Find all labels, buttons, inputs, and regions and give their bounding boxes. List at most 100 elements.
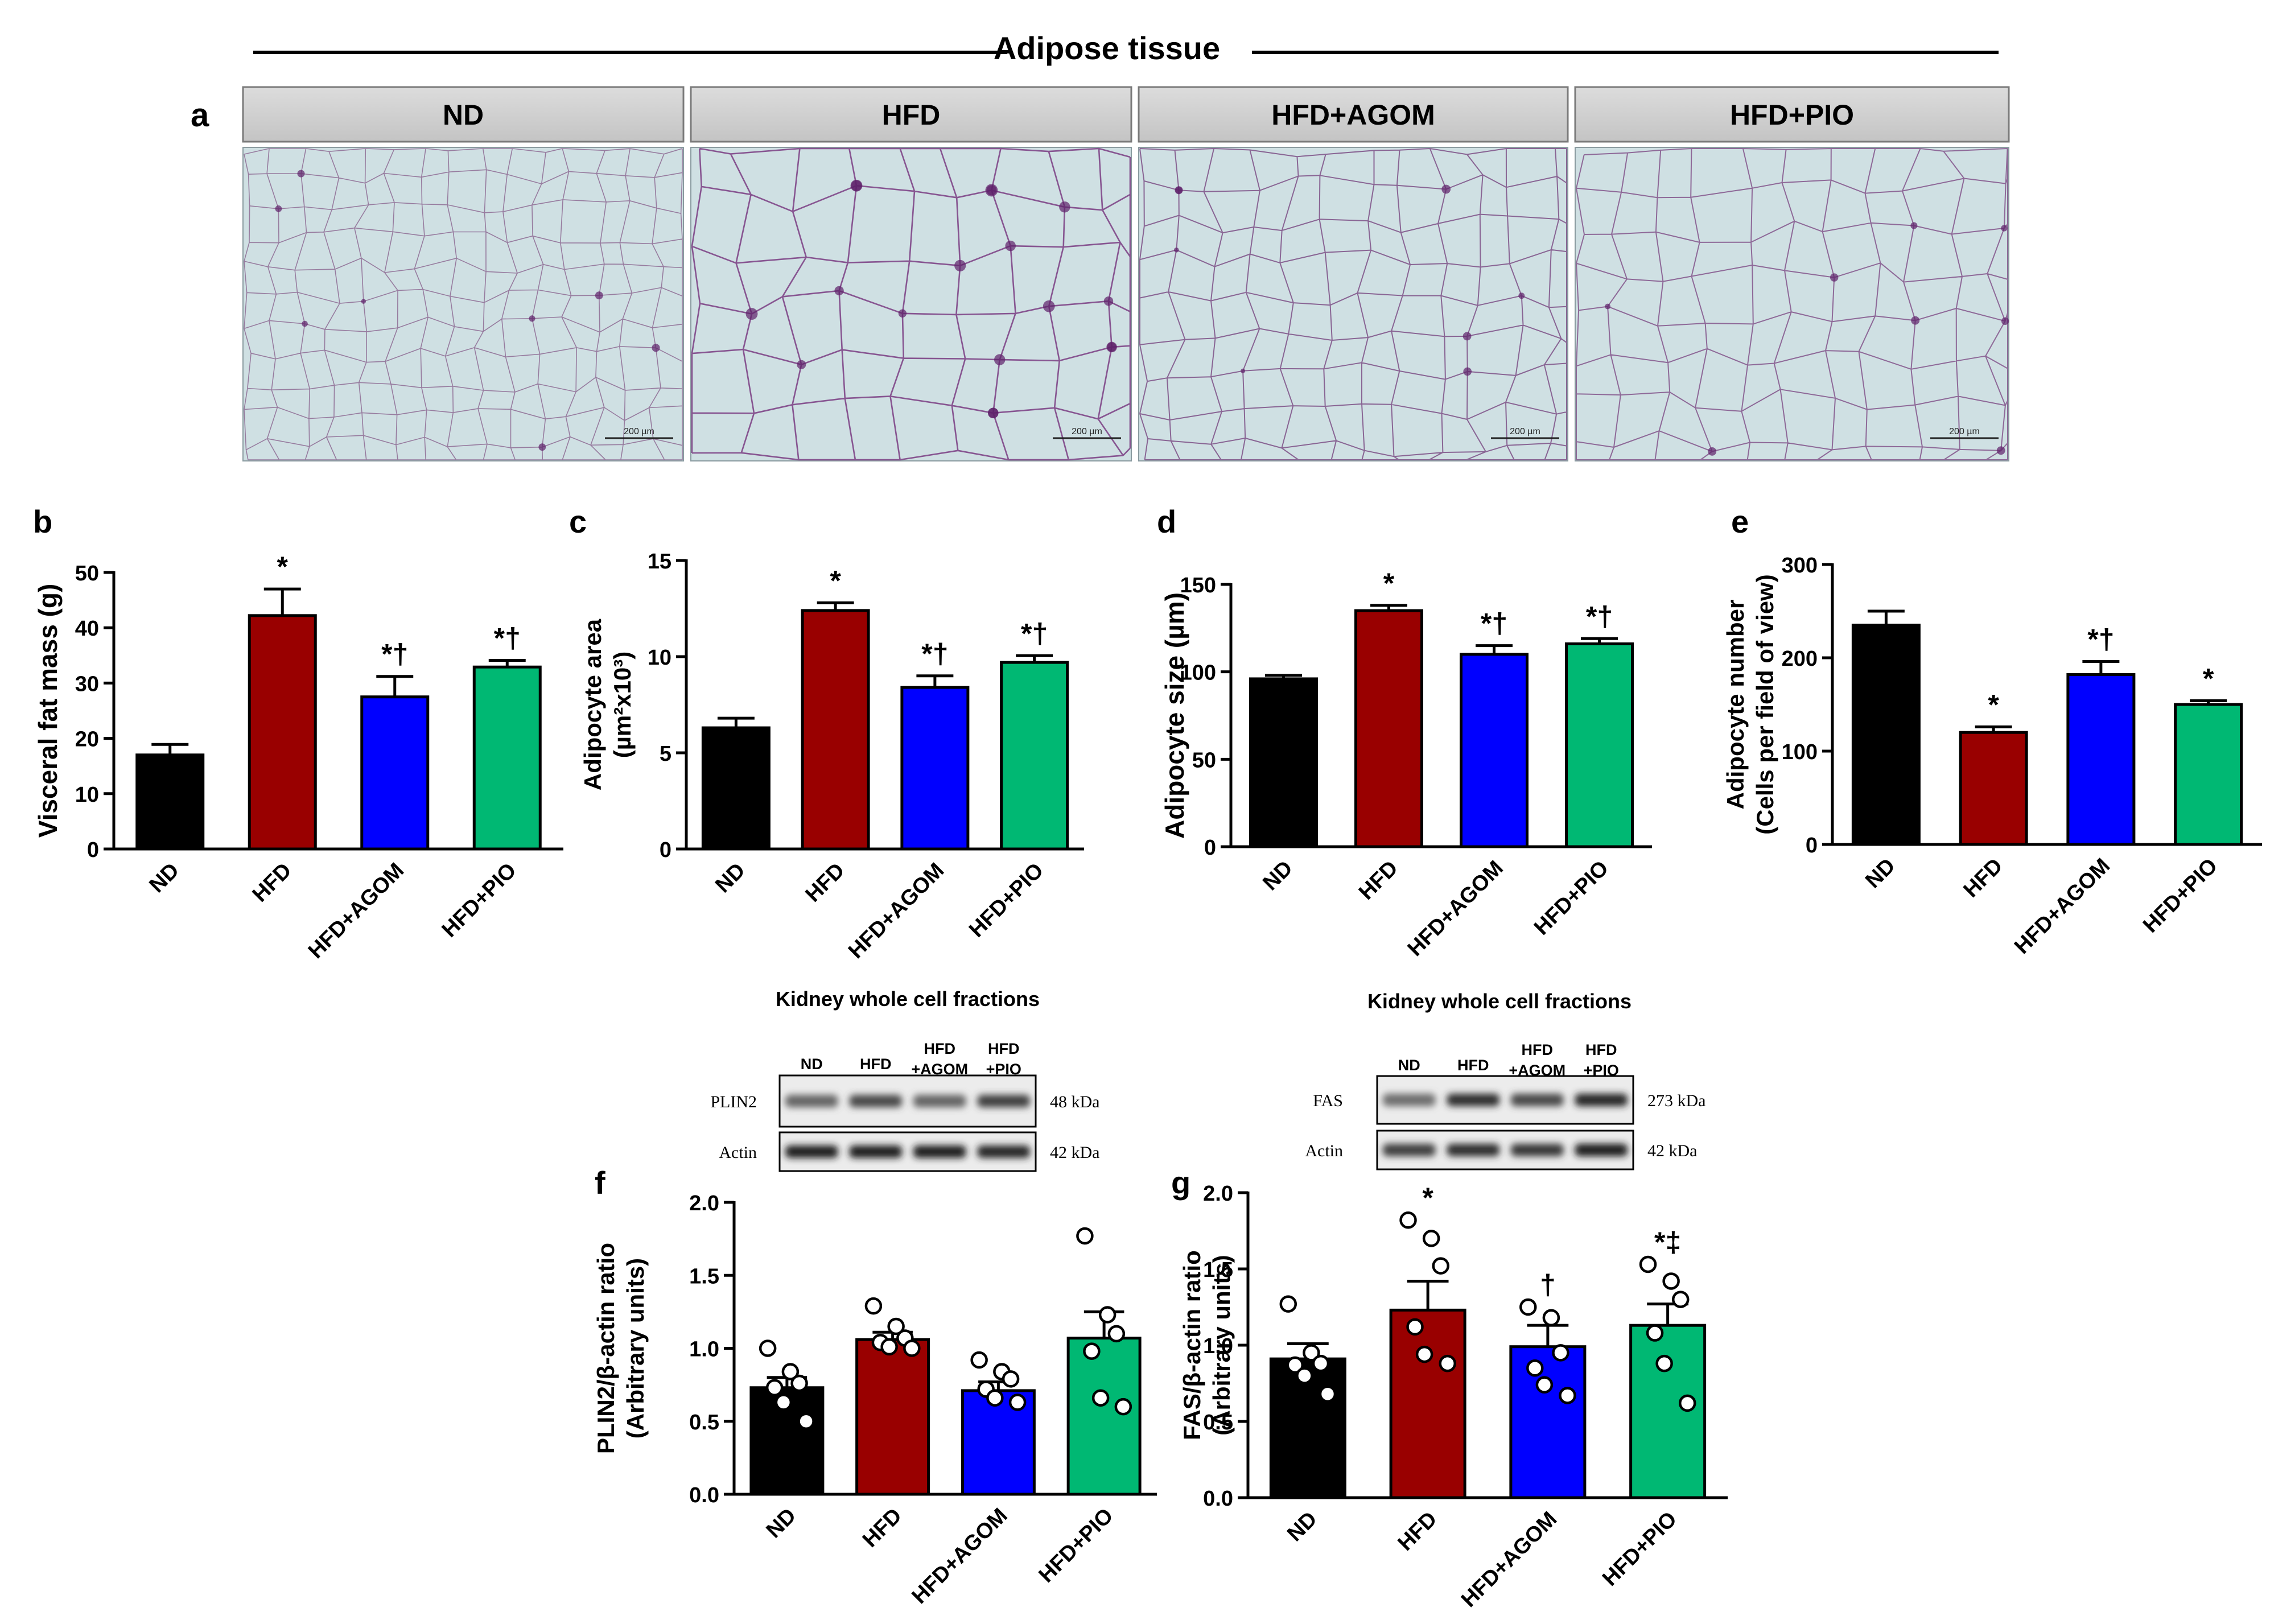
blot-band [1383,1144,1436,1156]
data-point [1279,1295,1297,1313]
y-tick-label: 1.0 [689,1338,719,1362]
data-point [1432,1257,1449,1275]
x-tick-label: HFD+AGOM [304,859,409,963]
bar [1249,677,1318,848]
blot-band [1575,1144,1628,1156]
data-point [765,1379,784,1397]
bar [1851,624,1921,846]
x-tick-label: HFD+PIO [2139,854,2222,938]
y-tick-label: 0.0 [1203,1487,1233,1511]
adipocyte-network [1139,148,1567,460]
scale-bar-label: 200 µm [1072,427,1102,436]
micrograph-nd: ND 200 µm [242,86,685,461]
blot-band [1511,1144,1564,1156]
blot-protein-label: Actin [1305,1141,1343,1160]
blot-lane-label: HFD [1585,1041,1617,1058]
y-axis-label: (µm²x10³) [609,652,636,759]
panel-letter: g [1171,1165,1190,1201]
data-point [1519,1298,1537,1316]
x-tick-label: ND [711,859,750,898]
data-point [781,1363,800,1380]
y-tick-label: 1.5 [1203,1258,1233,1282]
data-point [864,1297,883,1315]
stromal-nucleus [275,205,282,212]
bar [360,695,430,851]
stromal-nucleus [2001,317,2009,325]
stromal-nucleus [1463,367,1472,376]
histology-image-hfd-pio [1575,147,2009,461]
blot-band [1511,1094,1564,1106]
data-point [1542,1309,1560,1327]
x-tick-label: HFD+AGOM [1403,856,1508,961]
bar [1959,731,2028,846]
data-point [1076,1227,1094,1245]
scale-bar-label: 200 µm [1949,427,1980,436]
blot-band [1447,1094,1499,1106]
blot-lane-label: HFD [924,1040,956,1057]
adipocyte-network [1576,148,2009,460]
bar [2174,703,2243,846]
stromal-nucleus [1043,300,1055,312]
y-tick-label: 300 [1782,554,1818,578]
data-point [1083,1342,1101,1360]
y-tick-label: 50 [75,562,99,586]
stromal-nucleus [834,286,844,296]
cell-membranes [1576,148,2008,460]
y-tick-label: 2.0 [689,1192,719,1215]
blot-band [785,1145,838,1158]
data-point [1422,1230,1440,1247]
y-axis-label: Visceral fat mass (g) [33,584,63,838]
y-tick-label: 0.0 [689,1483,719,1507]
blot-lane-label: ND [1398,1057,1420,1074]
stromal-nucleus [1241,368,1246,373]
data-point [1662,1272,1680,1290]
y-axis-label: (Arbitrary units) [622,1258,649,1438]
blot-kda-label: 42 kDa [1647,1141,1697,1160]
stromal-nucleus [529,315,535,322]
panel-letter: e [1731,504,1749,539]
chart-adipocyte-number: e 0 100 200 300 Adipocyte number (Cells per fi… [1722,504,2262,959]
data-point [1098,1306,1117,1324]
stromal-nucleus [985,184,998,197]
data-point [1535,1376,1554,1394]
stromal-nucleus [652,344,660,352]
blot-lane-label: HFD [1457,1057,1489,1074]
bar [801,609,870,851]
significance-marker: *† [381,638,408,670]
x-tick-label: HFD [1354,856,1403,905]
panel-letter: d [1157,504,1176,539]
stromal-nucleus [1059,201,1070,213]
micrograph-header-label: HFD+AGOM [1271,99,1435,131]
blot-lane-label: HFD [1522,1041,1554,1058]
y-tick-label: 150 [1180,574,1216,597]
stromal-nucleus [2001,225,2008,232]
x-tick-label: HFD [1959,854,2008,902]
blot-band [849,1145,902,1158]
y-axis-label: PLIN2/β-actin ratio [592,1243,619,1454]
bar [472,665,542,851]
data-point [1406,1318,1424,1336]
significance-marker: † [1540,1269,1556,1301]
significance-marker: * [1422,1182,1433,1214]
micrograph-header-label: HFD+PIO [1730,99,1854,131]
blot-band [849,1095,902,1107]
stromal-nucleus [1910,222,1918,229]
stromal-nucleus [988,407,999,419]
bar [1565,642,1634,848]
blot-band [913,1145,966,1158]
significance-marker: *† [494,623,521,654]
significance-marker: *† [1586,600,1613,632]
micrograph-hfd: HFD 200 µm [690,86,1132,461]
y-tick-label: 100 [1782,740,1818,764]
significance-marker: *† [921,638,948,670]
stromal-nucleus [797,360,806,369]
blot-protein-label: PLIN2 [710,1093,757,1111]
stromal-nucleus [1103,296,1114,306]
stromal-nucleus [745,308,758,320]
panel-a-letter: a [191,97,209,134]
y-axis-label: (Arbitrary units) [1208,1255,1235,1435]
bar [1066,1337,1142,1496]
scale-bar-label: 200 µm [624,427,654,436]
